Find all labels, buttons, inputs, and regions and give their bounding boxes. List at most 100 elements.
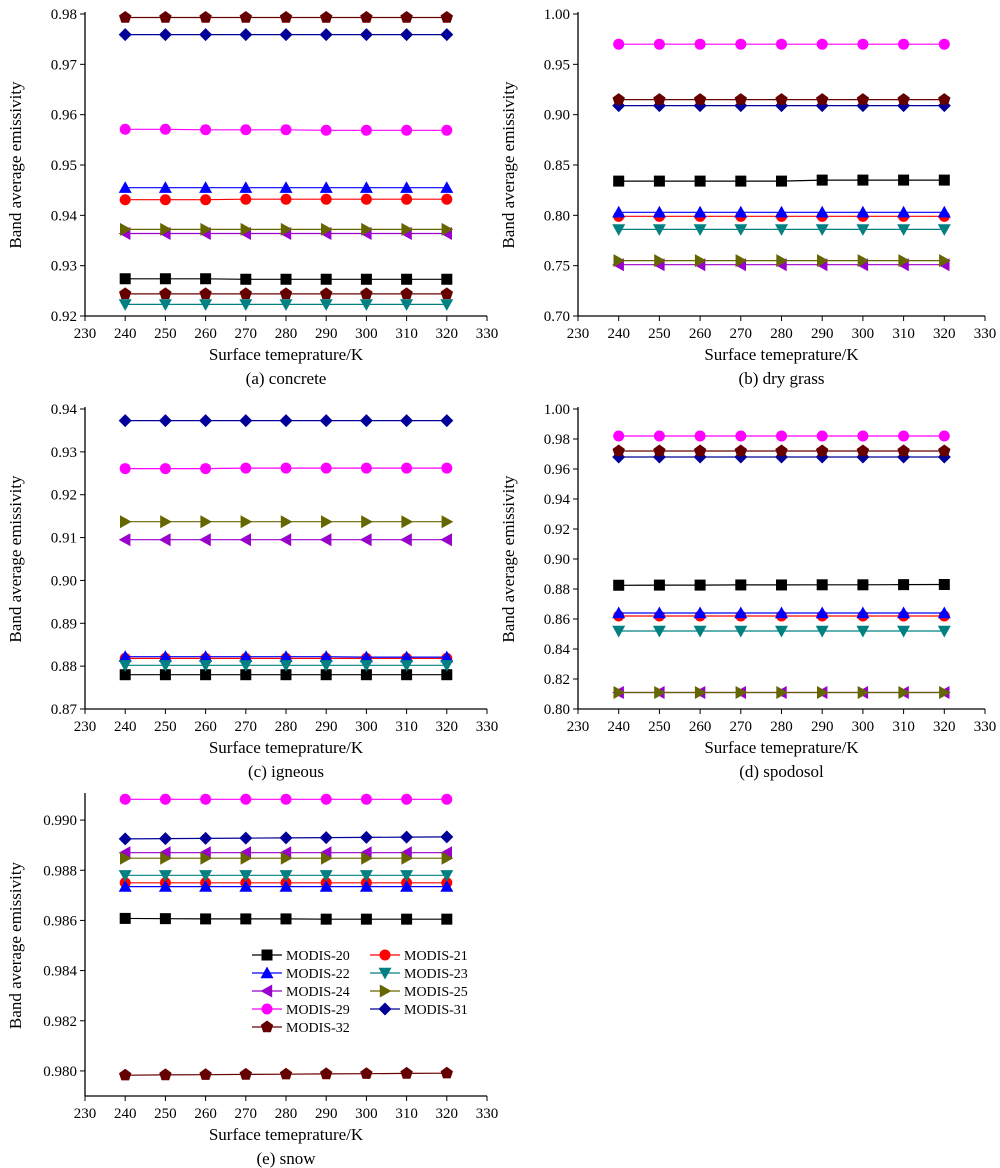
data-point <box>441 193 453 205</box>
panel-caption: (a) concrete <box>246 369 327 388</box>
data-point <box>240 462 252 474</box>
data-point <box>939 686 951 699</box>
panel-caption: (e) snow <box>256 1149 316 1168</box>
data-point <box>694 430 706 442</box>
x-axis-title: Surface temeprature/K <box>704 345 859 364</box>
series-modis-31 <box>118 28 454 42</box>
data-point <box>775 444 788 457</box>
series-modis-25 <box>120 515 454 529</box>
y-tick-label: 0.94 <box>544 492 571 508</box>
data-point <box>359 650 373 663</box>
data-point <box>320 462 332 474</box>
legend-label: MODIS-29 <box>286 1003 350 1018</box>
data-point <box>159 669 171 681</box>
data-point <box>118 832 132 846</box>
x-tick-label: 240 <box>114 326 137 342</box>
data-point <box>360 273 372 285</box>
data-point <box>320 273 332 285</box>
data-point <box>734 205 748 218</box>
data-point <box>158 660 172 672</box>
y-tick-label: 0.92 <box>544 522 570 538</box>
data-point <box>319 533 332 547</box>
data-point <box>118 414 132 428</box>
legend-marker <box>379 949 391 961</box>
data-point <box>280 273 292 285</box>
data-point <box>776 430 787 442</box>
data-point <box>359 414 373 428</box>
series-modis-22 <box>612 205 951 218</box>
data-point <box>441 913 453 925</box>
data-point <box>735 430 747 442</box>
data-point <box>775 606 788 619</box>
data-point <box>652 224 666 236</box>
data-point <box>159 287 172 300</box>
legend-item: MODIS-22 <box>252 966 350 982</box>
data-point <box>118 533 131 547</box>
data-point <box>401 222 414 236</box>
data-point <box>938 174 950 186</box>
x-tick-label: 290 <box>315 326 338 342</box>
data-point <box>776 175 787 187</box>
data-point <box>653 93 666 105</box>
data-point <box>160 222 172 236</box>
legend-item: MODIS-31 <box>370 1002 468 1018</box>
series-modis-23 <box>612 625 951 638</box>
data-point <box>776 686 788 699</box>
x-tick-label: 330 <box>476 1106 499 1122</box>
x-tick-label: 320 <box>436 326 459 342</box>
series-modis-20 <box>119 912 453 925</box>
data-point <box>441 222 454 236</box>
data-point <box>159 793 171 805</box>
data-point <box>815 606 829 619</box>
x-tick-label: 310 <box>395 1106 418 1122</box>
data-point <box>199 533 211 547</box>
x-tick-label: 300 <box>852 719 875 735</box>
data-point <box>937 224 951 236</box>
x-axis-title: Surface temeprature/K <box>704 738 859 757</box>
data-point <box>735 38 747 50</box>
data-point <box>816 444 829 457</box>
data-point <box>199 181 213 193</box>
data-point <box>360 11 373 23</box>
x-tick-label: 300 <box>355 719 378 735</box>
y-tick-label: 0.70 <box>544 309 570 325</box>
data-point <box>120 515 132 529</box>
data-point <box>440 533 452 547</box>
data-point <box>734 93 747 105</box>
data-point <box>279 181 293 193</box>
data-point <box>280 793 292 805</box>
data-point <box>938 444 951 457</box>
x-tick-label: 320 <box>933 326 956 342</box>
data-point <box>401 793 413 805</box>
series-modis-25 <box>120 222 454 236</box>
data-point <box>654 686 666 699</box>
data-point <box>280 193 292 205</box>
y-tick-label: 0.89 <box>51 616 77 632</box>
data-point <box>239 533 251 547</box>
data-point <box>401 273 413 285</box>
series-modis-32 <box>119 11 453 23</box>
data-point <box>199 1068 212 1080</box>
data-point <box>938 579 950 590</box>
data-point <box>199 660 213 672</box>
data-point <box>359 181 373 193</box>
data-point <box>652 606 666 619</box>
data-point <box>612 606 626 619</box>
y-tick-label: 0.92 <box>51 488 77 504</box>
x-tick-label: 320 <box>436 1106 459 1122</box>
data-point <box>816 38 828 50</box>
x-tick-label: 320 <box>933 719 956 735</box>
legend-marker <box>379 984 392 998</box>
data-point <box>319 650 333 662</box>
series-modis-20 <box>119 273 453 285</box>
data-point <box>817 254 829 268</box>
data-point <box>319 831 333 845</box>
x-tick-label: 330 <box>974 326 997 342</box>
x-tick-label: 250 <box>154 719 177 735</box>
x-tick-label: 310 <box>892 326 915 342</box>
data-point <box>735 175 747 187</box>
data-point <box>816 579 828 591</box>
data-point <box>694 254 707 268</box>
data-point <box>158 533 171 547</box>
data-point <box>239 11 252 23</box>
